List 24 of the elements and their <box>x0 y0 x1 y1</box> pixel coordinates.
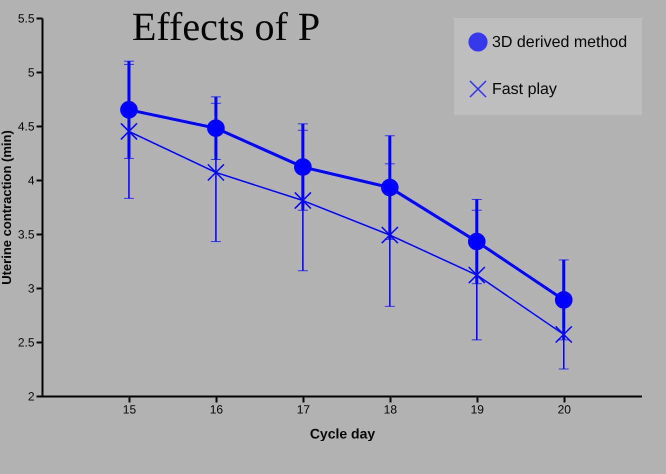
point <box>294 192 312 210</box>
x-tick-label: 16 <box>210 402 224 416</box>
y-tick-label: 2.5 <box>18 336 35 350</box>
x-tick-label: 17 <box>296 402 310 416</box>
y-tick-label: 3 <box>28 282 35 296</box>
x-tick-label: 15 <box>122 402 136 416</box>
point <box>120 122 138 140</box>
point <box>381 226 399 244</box>
point <box>207 164 225 182</box>
y-tick-label: 4.5 <box>18 120 35 134</box>
x-tick-label: 20 <box>558 402 572 416</box>
y-tick-label: 4 <box>28 174 35 188</box>
y-tick-label: 2 <box>28 390 35 404</box>
y-axis-title: Uterine contraction (min) <box>0 130 14 285</box>
point <box>468 266 486 284</box>
chart-title: Effects of P <box>132 4 320 49</box>
x-tick-label: 19 <box>470 402 484 416</box>
y-tick-label: 3.5 <box>18 228 35 242</box>
legend-label: Fast play <box>492 81 557 98</box>
point <box>554 326 573 344</box>
x-tick-label: 18 <box>384 402 398 416</box>
y-tick-label: 5.5 <box>18 12 35 26</box>
legend-label: 3D derived method <box>492 34 628 51</box>
y-tick-label: 5 <box>28 66 35 80</box>
